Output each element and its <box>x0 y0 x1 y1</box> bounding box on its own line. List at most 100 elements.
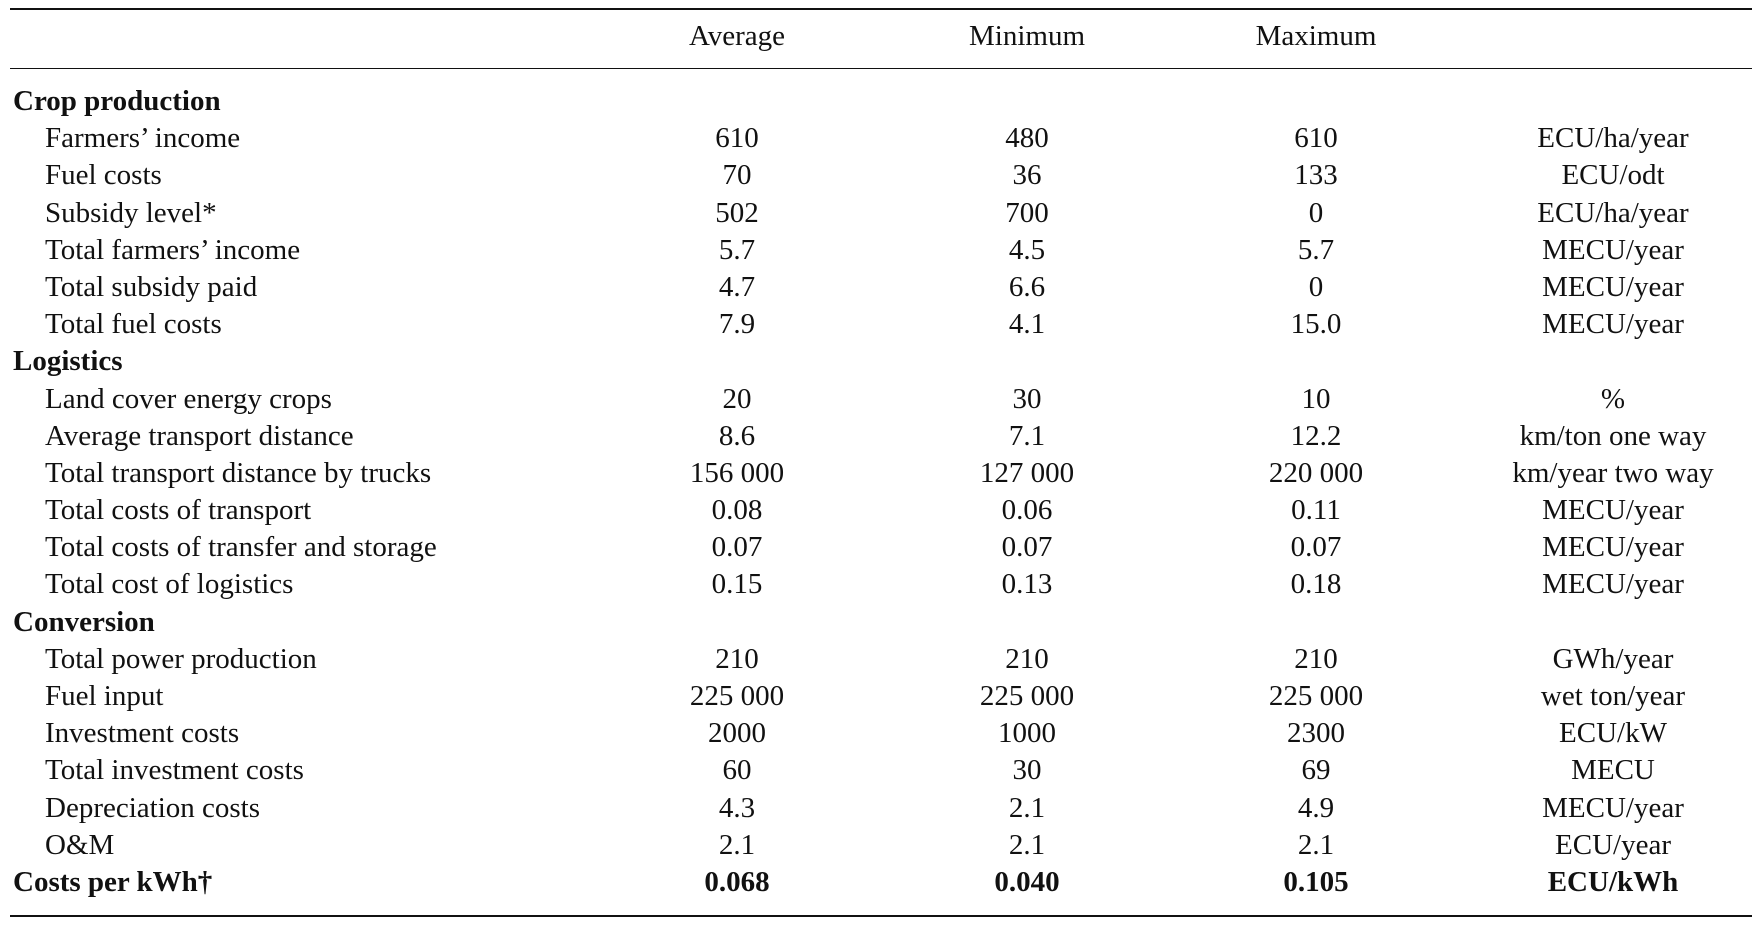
unit-cell: MECU <box>1571 754 1655 787</box>
row-label: Total fuel costs <box>45 308 222 341</box>
section-heading: Conversion <box>13 605 155 638</box>
row-label: Total costs of transport <box>45 494 312 527</box>
maximum-cell: 610 <box>1294 122 1338 155</box>
row-label: Investment costs <box>45 717 240 750</box>
minimum-cell: 30 <box>1012 382 1042 415</box>
maximum-cell: 4.9 <box>1297 791 1335 824</box>
row-label: Total transport distance by trucks <box>45 456 432 489</box>
minimum-cell: 0.040 <box>994 865 1060 898</box>
minimum-cell: 700 <box>1005 196 1049 229</box>
section-heading-row: Conversion <box>0 604 1761 641</box>
row-label: Land cover energy crops <box>45 382 332 415</box>
row-label: Total costs of transfer and storage <box>45 531 437 564</box>
unit-cell: ECU/odt <box>1561 159 1665 192</box>
unit-cell: % <box>1600 382 1626 415</box>
average-cell: 610 <box>715 122 759 155</box>
average-cell: 210 <box>715 642 759 675</box>
table-row: Total fuel costs 7.9 4.1 15.0 MECU/year <box>0 306 1761 343</box>
average-cell: 4.7 <box>718 270 756 303</box>
column-header-minimum: Minimum <box>968 20 1085 52</box>
row-label: Total investment costs <box>45 754 304 787</box>
average-cell: 20 <box>722 382 752 415</box>
unit-cell: ECU/ha/year <box>1537 122 1689 155</box>
maximum-cell: 12.2 <box>1290 419 1342 452</box>
table-row: Farmers’ income 610 480 610 ECU/ha/year <box>0 120 1761 157</box>
unit-cell: MECU/year <box>1542 270 1684 303</box>
unit-cell: GWh/year <box>1552 642 1674 675</box>
row-label: O&M <box>45 828 115 861</box>
unit-cell: ECU/ha/year <box>1537 196 1689 229</box>
column-header-average: Average <box>688 20 786 52</box>
average-cell: 4.3 <box>718 791 756 824</box>
total-row: Costs per kWh† 0.068 0.040 0.105 ECU/kWh <box>0 864 1761 901</box>
unit-cell: wet ton/year <box>1540 680 1686 712</box>
row-label: Subsidy level* <box>45 196 217 229</box>
maximum-cell: 0.07 <box>1290 531 1342 564</box>
maximum-cell: 69 <box>1301 754 1331 787</box>
minimum-cell: 210 <box>1005 642 1049 675</box>
maximum-cell: 225 000 <box>1268 680 1364 712</box>
maximum-cell: 0.11 <box>1291 494 1341 527</box>
maximum-cell: 0.18 <box>1290 568 1342 601</box>
minimum-cell: 7.1 <box>1008 419 1046 452</box>
table-row: Total investment costs 60 30 69 MECU <box>0 752 1761 789</box>
unit-cell: MECU/year <box>1542 233 1684 266</box>
minimum-cell: 4.5 <box>1008 233 1046 266</box>
unit-cell: ECU/year <box>1555 828 1671 861</box>
section-heading-row: Logistics <box>0 343 1761 380</box>
unit-cell: MECU/year <box>1542 791 1684 824</box>
table-row: Total power production 210 210 210 GWh/year <box>0 641 1761 678</box>
average-cell: 70 <box>722 159 752 192</box>
section-heading-row: Crop production <box>0 83 1761 120</box>
average-cell: 156 000 <box>689 456 785 489</box>
table-row: Total costs of transfer and storage 0.07 0… <box>0 529 1761 566</box>
table-row: Land cover energy crops 20 30 10% <box>0 381 1761 418</box>
column-header-maximum: Maximum <box>1255 20 1377 52</box>
table-row: Fuel costs 70 36 133 ECU/odt <box>0 157 1761 194</box>
minimum-cell: 2.1 <box>1008 828 1046 861</box>
minimum-cell: 0.13 <box>1001 568 1053 601</box>
row-label: Average transport distance <box>45 419 354 452</box>
unit-cell: km/ton one way <box>1519 419 1707 452</box>
row-label: Depreciation costs <box>45 791 261 824</box>
maximum-cell: 10 <box>1301 382 1331 415</box>
table-bottom-rule <box>10 915 1752 917</box>
average-cell: 60 <box>722 754 752 787</box>
average-cell: 2000 <box>708 717 766 750</box>
average-cell: 0.068 <box>704 865 770 898</box>
row-label: Fuel costs <box>45 159 162 192</box>
row-label: Farmers’ income <box>45 122 241 155</box>
average-cell: 0.07 <box>711 531 763 564</box>
minimum-cell: 4.1 <box>1008 308 1046 341</box>
table-row: Total cost of logistics 0.15 0.13 0.18 MECU/… <box>0 566 1761 603</box>
table-row: Investment costs 2000 1000 2300 ECU/kW <box>0 715 1761 752</box>
minimum-cell: 6.6 <box>1008 270 1046 303</box>
unit-cell: km/year two way <box>1512 456 1714 489</box>
maximum-cell: 220 000 <box>1268 456 1364 489</box>
maximum-cell: 5.7 <box>1297 233 1335 266</box>
minimum-cell: 0.07 <box>1001 531 1053 564</box>
table-row: Total costs of transport 0.08 0.06 0.11 MECU… <box>0 492 1761 529</box>
section-heading: Crop production <box>13 85 221 117</box>
row-label: Total subsidy paid <box>45 270 258 303</box>
maximum-cell: 0 <box>1308 270 1324 303</box>
minimum-cell: 2.1 <box>1008 791 1046 824</box>
minimum-cell: 480 <box>1005 122 1049 155</box>
row-label: Total cost of logistics <box>45 568 294 601</box>
maximum-cell: 210 <box>1294 642 1338 675</box>
average-cell: 5.7 <box>718 233 756 266</box>
table-body: Crop production Farmers’ income 610 480 610 E… <box>0 83 1761 901</box>
table-row: Fuel input 225 000 225 000 225 000 wet ton/y… <box>0 678 1761 715</box>
table-row: Depreciation costs 4.3 2.1 4.9 MECU/year <box>0 790 1761 827</box>
section-heading: Logistics <box>13 345 123 378</box>
minimum-cell: 127 000 <box>979 456 1075 489</box>
maximum-cell: 2.1 <box>1297 828 1335 861</box>
row-label: Costs per kWh† <box>13 865 213 898</box>
average-cell: 502 <box>715 196 759 229</box>
unit-cell: ECU/kWh <box>1547 865 1679 898</box>
table-header: Average Minimum Maximum <box>0 16 1761 56</box>
average-cell: 225 000 <box>689 680 785 712</box>
row-label: Total power production <box>45 642 317 675</box>
maximum-cell: 2300 <box>1287 717 1345 750</box>
table-row: Average transport distance 8.6 7.1 12.2 km/t… <box>0 418 1761 455</box>
